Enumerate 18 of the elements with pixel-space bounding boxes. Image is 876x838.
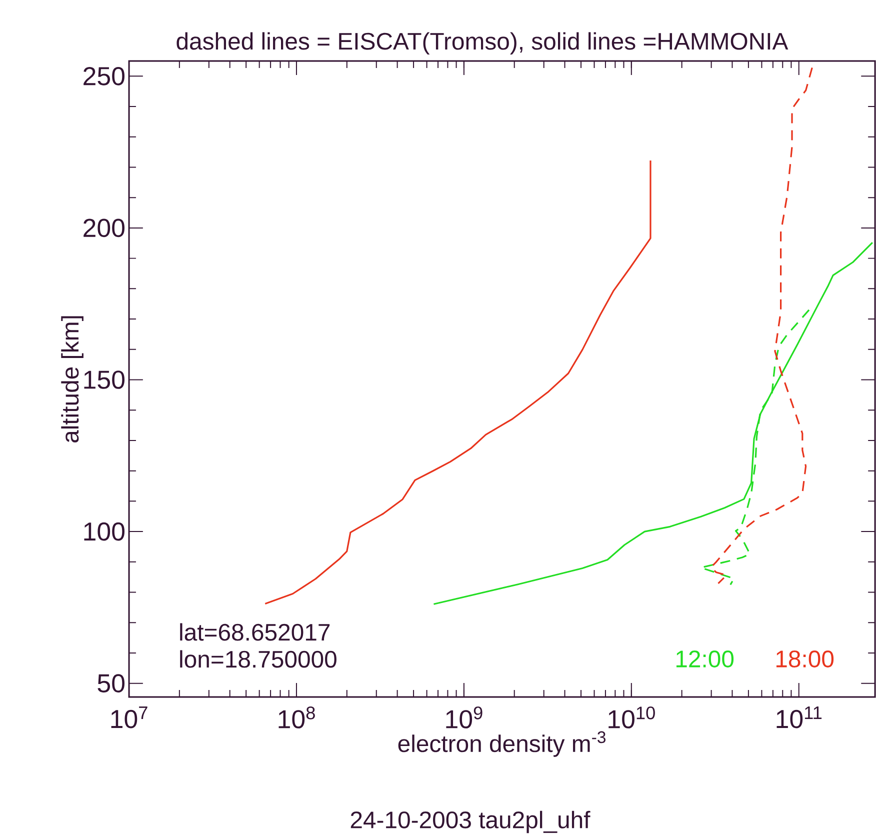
- x-tick-label: 10$^{11}$: [776, 706, 822, 728]
- y-tick-label: 200: [84, 218, 124, 238]
- x-axis-title: electron density m$^{-3}$: [398, 731, 606, 757]
- x-tick-label: 10$^{8}$: [278, 706, 315, 728]
- text: 18:00: [776, 650, 834, 668]
- annotation: lat=68.652017: [180, 623, 330, 641]
- text: 24-10-2003 tau2pl_uhf: [350, 810, 590, 834]
- text: 12:00: [676, 650, 734, 668]
- y-tick-label: 250: [84, 66, 124, 86]
- y-tick-label: 50: [98, 674, 124, 692]
- y-axis-title: altitude [km]: [61, 316, 84, 442]
- annotation: lon=18.750000: [180, 650, 336, 668]
- y-tick-label: 150: [84, 370, 124, 389]
- y-tick-label: 100: [84, 522, 124, 541]
- x-tick-label: 10$^{10}$: [608, 706, 655, 728]
- x-tick-label: 10$^{9}$: [446, 706, 482, 728]
- x-tick-label: 10$^{7}$: [111, 706, 148, 728]
- chart-title: dashed lines = EISCAT(Tromso), solid lines =HAMMONIA: [176, 32, 788, 54]
